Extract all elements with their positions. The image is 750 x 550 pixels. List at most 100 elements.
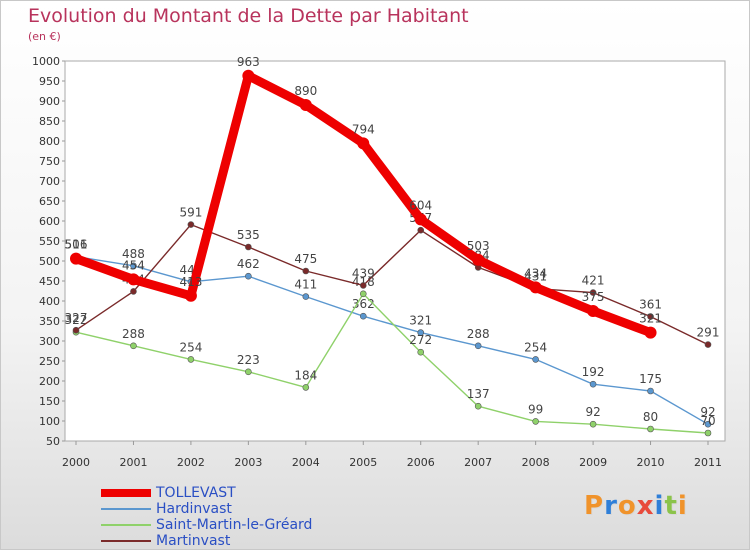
legend-item: TOLLEVAST (101, 485, 312, 501)
legend-swatch (101, 524, 151, 526)
y-tick-label: 1000 (32, 55, 60, 68)
legend-swatch (101, 489, 151, 497)
data-point (647, 425, 654, 433)
data-point (245, 368, 252, 376)
logo-letter: i (677, 491, 688, 521)
data-label: 488 (122, 247, 145, 261)
data-label: 604 (409, 198, 432, 212)
y-tick-label: 650 (39, 195, 60, 208)
y-tick-label: 350 (39, 315, 60, 328)
y-tick-label: 500 (39, 255, 60, 268)
data-point (187, 356, 195, 363)
data-label: 99 (528, 402, 543, 416)
data-label: 184 (294, 368, 317, 382)
y-tick-label: 400 (39, 295, 60, 308)
data-point (184, 289, 197, 302)
chart-title: Evolution du Montant de la Dette par Hab… (28, 5, 469, 27)
data-point (532, 356, 539, 363)
data-point (299, 99, 312, 111)
data-label: 70 (700, 414, 715, 428)
legend-item: Hardinvast (101, 501, 312, 517)
data-label: 375 (582, 290, 605, 304)
legend-label: TOLLEVAST (156, 485, 236, 501)
data-label: 794 (352, 122, 375, 136)
data-label: 288 (467, 327, 490, 341)
legend-label: Martinvast (156, 533, 231, 549)
data-point (302, 267, 310, 275)
proxiti-logo: Proxiti (584, 491, 688, 521)
data-point (302, 293, 310, 300)
data-label: 175 (639, 372, 662, 386)
data-label: 192 (582, 365, 605, 379)
x-tick-label: 2004 (292, 456, 320, 469)
data-point (187, 221, 195, 228)
data-label: 92 (700, 405, 715, 419)
series-line-hardinvast (75, 255, 709, 425)
x-tick-label: 2007 (464, 456, 492, 469)
data-label: 506 (65, 238, 88, 252)
y-tick-label: 800 (39, 135, 60, 148)
legend-swatch (101, 508, 151, 510)
y-tick-label: 300 (39, 335, 60, 348)
data-point (417, 226, 425, 234)
data-point (647, 313, 654, 320)
data-label: 439 (352, 266, 375, 280)
x-tick-label: 2001 (119, 456, 147, 469)
data-label: 434 (524, 266, 547, 280)
chart-legend: TOLLEVAST Hardinvast Saint-Martin-le-Gréar… (101, 485, 312, 549)
data-point (70, 252, 82, 265)
data-label: 223 (237, 353, 260, 367)
data-label: 418 (352, 275, 375, 289)
data-label: 503 (467, 239, 490, 253)
data-point (72, 326, 80, 334)
data-label: 475 (294, 252, 317, 266)
logo-letter: x (636, 491, 655, 521)
y-tick-label: 600 (39, 215, 60, 228)
data-point (359, 282, 367, 289)
x-tick-label: 2011 (694, 456, 722, 469)
data-label: 421 (582, 274, 605, 288)
data-label: 288 (122, 327, 145, 341)
data-label: 321 (639, 312, 662, 326)
logo-letter: P (584, 491, 605, 521)
x-tick-label: 2003 (234, 456, 262, 469)
data-point (704, 429, 712, 437)
data-label: 92 (585, 405, 600, 419)
y-tick-label: 450 (39, 275, 60, 288)
legend-label: Hardinvast (156, 501, 232, 517)
y-tick-label: 100 (39, 415, 60, 428)
y-tick-label: 950 (39, 75, 60, 88)
y-tick-label: 200 (39, 375, 60, 388)
data-label: 327 (65, 311, 88, 325)
data-point (130, 342, 137, 350)
data-point (644, 326, 657, 339)
data-point (472, 253, 485, 266)
data-label: 272 (409, 333, 432, 347)
data-label: 535 (237, 228, 260, 242)
data-point (529, 281, 542, 294)
y-tick-label: 750 (39, 155, 60, 168)
y-tick-label: 700 (39, 175, 60, 188)
data-point (589, 420, 597, 428)
legend-item: Saint-Martin-le-Gréard (101, 517, 312, 533)
x-tick-label: 2002 (177, 456, 205, 469)
data-point (474, 402, 482, 410)
data-label: 462 (237, 257, 260, 271)
data-point (130, 262, 137, 270)
x-tick-label: 2009 (579, 456, 607, 469)
chart-unit-label: (en €) (28, 30, 61, 43)
data-label: 411 (294, 278, 317, 292)
data-label: 362 (352, 297, 375, 311)
y-tick-label: 550 (39, 235, 60, 248)
data-label: 591 (179, 206, 202, 220)
logo-letter: i (654, 491, 665, 521)
data-point (532, 418, 539, 425)
y-tick-label: 850 (39, 115, 60, 128)
data-point (357, 137, 370, 150)
y-tick-label: 900 (39, 95, 60, 108)
data-point (589, 380, 597, 388)
x-tick-label: 2008 (522, 456, 550, 469)
x-tick-label: 2000 (62, 456, 90, 469)
data-label: 80 (643, 410, 658, 424)
